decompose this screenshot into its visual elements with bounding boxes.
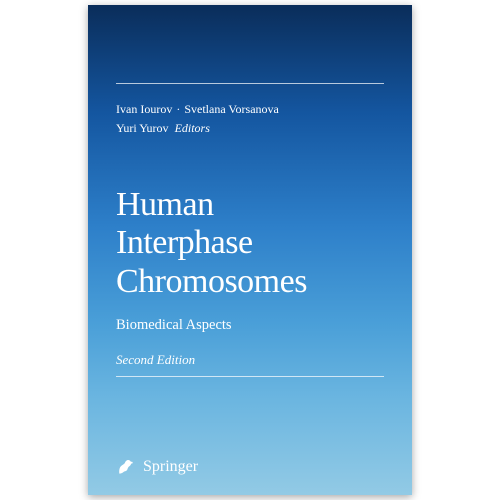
- editors-line-1: Ivan Iourov·Svetlana Vorsanova: [116, 100, 384, 119]
- book-title: Human Interphase Chromosomes: [116, 186, 384, 300]
- book-cover: Ivan Iourov·Svetlana Vorsanova Yuri Yuro…: [88, 5, 412, 495]
- top-divider: [116, 83, 384, 84]
- editors-line-2: Yuri YurovEditors: [116, 119, 384, 138]
- publisher-name: Springer: [143, 458, 198, 476]
- bottom-divider: [116, 376, 384, 377]
- editor-name: Yuri Yurov: [116, 121, 169, 135]
- book-edition: Second Edition: [116, 352, 384, 368]
- title-line: Chromosomes: [116, 263, 384, 301]
- editor-name: Svetlana Vorsanova: [184, 102, 279, 116]
- publisher-block: Springer: [116, 457, 198, 477]
- springer-horse-icon: [116, 457, 136, 477]
- title-line: Interphase: [116, 224, 384, 262]
- editors-block: Ivan Iourov·Svetlana Vorsanova Yuri Yuro…: [116, 100, 384, 138]
- separator-dot: ·: [172, 102, 184, 116]
- editors-role: Editors: [169, 121, 210, 135]
- title-line: Human: [116, 186, 384, 224]
- book-subtitle: Biomedical Aspects: [116, 317, 384, 334]
- editor-name: Ivan Iourov: [116, 102, 172, 116]
